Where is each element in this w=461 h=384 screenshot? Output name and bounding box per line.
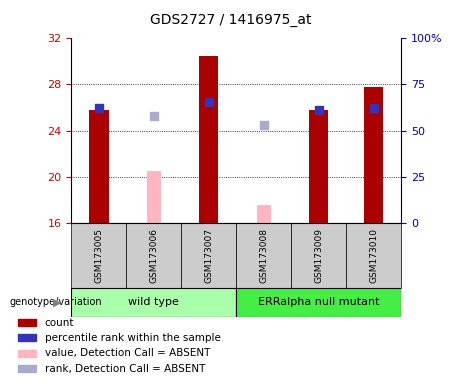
Bar: [291, 223, 346, 288]
Bar: [364, 87, 383, 223]
Bar: [346, 223, 401, 288]
Bar: [147, 171, 161, 223]
Text: wild type: wild type: [129, 297, 179, 308]
Text: percentile rank within the sample: percentile rank within the sample: [45, 333, 220, 343]
Text: GSM173010: GSM173010: [369, 228, 378, 283]
Text: GDS2727 / 1416975_at: GDS2727 / 1416975_at: [150, 13, 311, 27]
Bar: [18, 365, 36, 372]
Bar: [309, 110, 328, 223]
Bar: [18, 319, 36, 326]
Text: GSM173007: GSM173007: [204, 228, 213, 283]
Bar: [18, 334, 36, 341]
Bar: [71, 288, 236, 317]
Text: GSM173009: GSM173009: [314, 228, 323, 283]
Text: GSM173005: GSM173005: [95, 228, 103, 283]
Bar: [18, 350, 36, 357]
Bar: [236, 288, 401, 317]
Bar: [199, 56, 219, 223]
Bar: [89, 110, 108, 223]
Bar: [71, 223, 126, 288]
Text: GSM173006: GSM173006: [149, 228, 159, 283]
Bar: [257, 205, 271, 223]
Text: value, Detection Call = ABSENT: value, Detection Call = ABSENT: [45, 348, 210, 358]
Point: [315, 107, 322, 113]
Bar: [181, 223, 236, 288]
Point: [205, 99, 213, 105]
Text: ▶: ▶: [53, 297, 61, 308]
Text: rank, Detection Call = ABSENT: rank, Detection Call = ABSENT: [45, 364, 205, 374]
Point: [370, 104, 377, 111]
Bar: [126, 223, 181, 288]
Point: [150, 113, 158, 119]
Point: [95, 104, 103, 111]
Bar: [236, 223, 291, 288]
Point: [260, 122, 267, 128]
Text: ERRalpha null mutant: ERRalpha null mutant: [258, 297, 379, 308]
Text: count: count: [45, 318, 74, 328]
Text: GSM173008: GSM173008: [259, 228, 268, 283]
Text: genotype/variation: genotype/variation: [9, 297, 102, 308]
